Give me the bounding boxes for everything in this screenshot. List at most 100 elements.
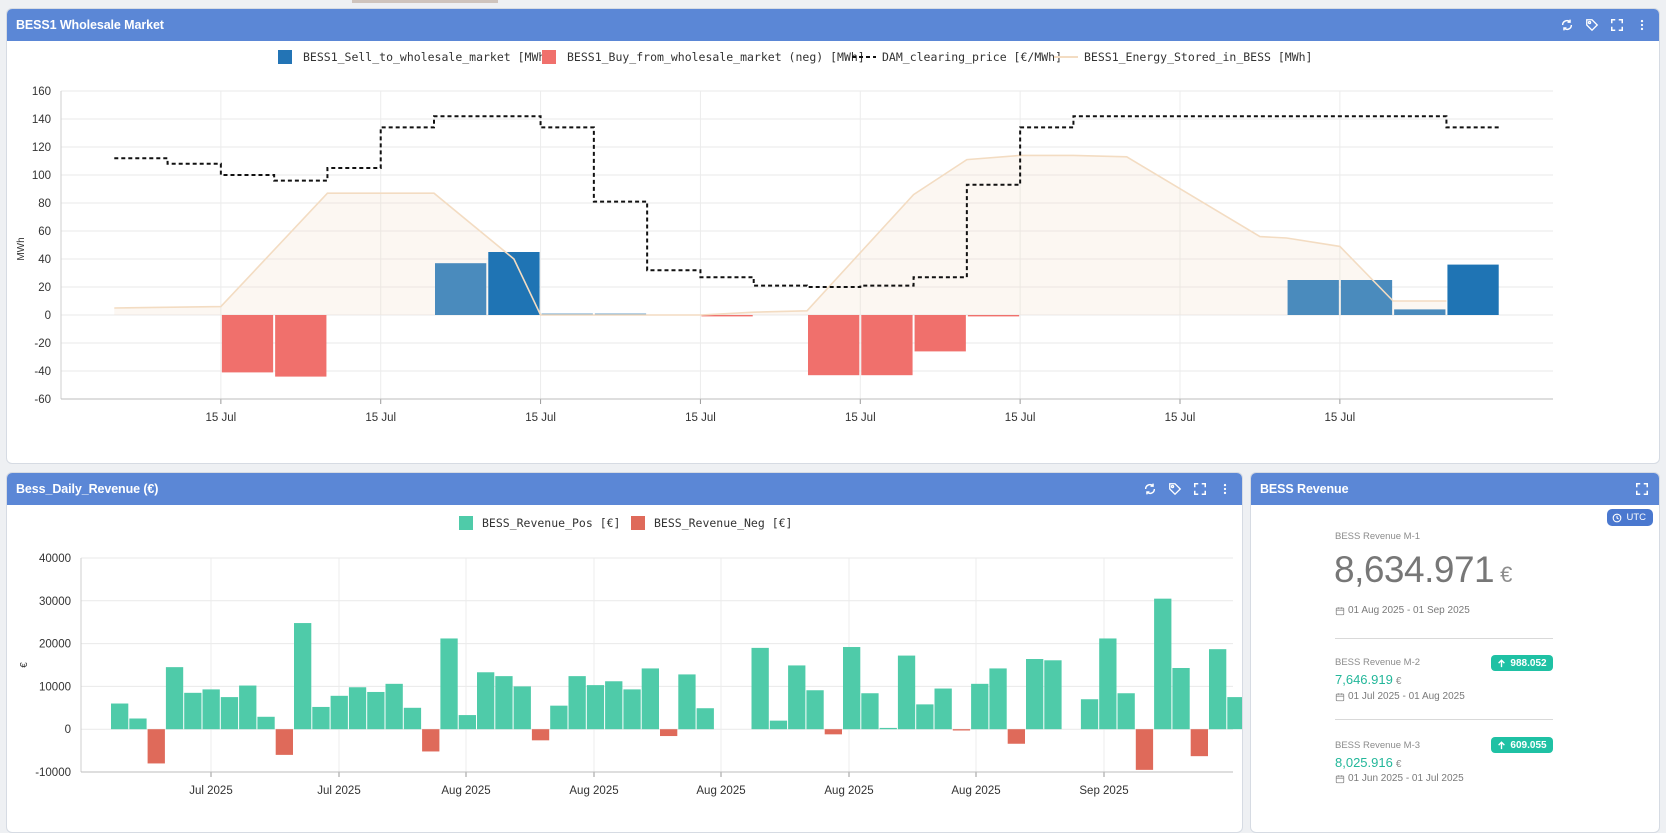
revenue-pos-bar	[220, 697, 239, 730]
clock-icon	[1613, 513, 1622, 522]
x-tick-label: Aug 2025	[696, 785, 745, 797]
calendar-icon	[1335, 606, 1345, 615]
tag-icon[interactable]	[1583, 16, 1601, 34]
revenue-pos-bar	[769, 720, 788, 730]
legend-label-stored: BESS1_Energy_Stored_in_BESS [MWh]	[1084, 50, 1312, 64]
calendar-icon	[1335, 692, 1345, 701]
sell-bar	[1394, 309, 1446, 315]
utc-badge[interactable]: UTC	[1607, 509, 1653, 526]
revenue-pos-bar	[129, 718, 147, 730]
refresh-icon[interactable]	[1558, 16, 1576, 34]
sell-bar	[1447, 264, 1499, 315]
revenue-neg-bar	[147, 729, 165, 764]
revenue-pos-bar	[458, 715, 476, 730]
revenue-pos-bar	[934, 688, 952, 730]
legend-items: BESS1_Sell_to_wholesale_market [MWh] BESS…	[278, 50, 1312, 64]
bars	[111, 598, 1242, 770]
utc-label: UTC	[1626, 512, 1646, 523]
fullscreen-icon[interactable]	[1633, 480, 1651, 498]
fullscreen-icon[interactable]	[1191, 480, 1209, 498]
calendar-icon	[1335, 774, 1345, 783]
y-tick-label: 0	[65, 724, 71, 736]
chart-legend: BESS_Revenue_Pos [€] BESS_Revenue_Neg [€]	[459, 516, 792, 530]
revenue-pos-bar	[897, 655, 916, 730]
daily-revenue-chart: BESS_Revenue_Pos [€] BESS_Revenue_Neg [€]…	[19, 516, 1242, 797]
revenue-pos-bar	[861, 693, 879, 730]
y-tick-label: 10000	[39, 681, 71, 693]
more-vertical-icon[interactable]	[1633, 16, 1651, 34]
kpi-m2-range: 01 Jul 2025 - 01 Aug 2025	[1335, 691, 1465, 702]
x-tick-label: 15 Jul	[525, 412, 556, 424]
panel-title: Bess_Daily_Revenue (€)	[16, 482, 159, 496]
kpi-m1-range-text: 01 Aug 2025 - 01 Sep 2025	[1348, 605, 1470, 616]
fullscreen-icon[interactable]	[1608, 16, 1626, 34]
revenue-pos-bar	[971, 683, 989, 730]
x-tick-label: Jul 2025	[189, 785, 232, 797]
revenue-pos-bar	[1227, 697, 1242, 730]
x-axis: 15 Jul 15 Jul 15 Jul 15 Jul 15 Jul 15 Jul 15 J…	[206, 91, 1356, 424]
separator	[1335, 719, 1553, 720]
y-tick-label: 20	[38, 282, 51, 294]
y-tick-label: 20000	[39, 639, 71, 651]
revenue-pos-bar	[385, 683, 403, 730]
more-vertical-icon[interactable]	[1216, 480, 1234, 498]
arrow-up-icon	[1498, 658, 1506, 667]
y-tick-label: -10000	[35, 767, 71, 779]
daily-revenue-panel: Bess_Daily_Revenue (€) BESS_Revenue_Pos …	[6, 472, 1243, 833]
revenue-pos-bar	[879, 727, 897, 730]
revenue-neg-bar	[275, 729, 293, 755]
kpi-m3-number: 8,025.916	[1335, 755, 1393, 770]
revenue-pos-bar	[916, 704, 934, 730]
kpi-m1-label: BESS Revenue M-1	[1335, 531, 1421, 542]
revenue-pos-bar	[1099, 638, 1117, 730]
y-tick-label: 60	[38, 226, 51, 238]
wholesale-market-panel: BESS1 Wholesale Market BESS1_Sell_to_who…	[6, 8, 1660, 464]
separator	[1335, 638, 1553, 639]
revenue-pos-bar	[312, 706, 330, 730]
y-tick-label: -20	[34, 338, 51, 350]
y-tick-label: 100	[32, 170, 51, 182]
bars	[221, 252, 1499, 377]
panel-title: BESS1 Wholesale Market	[16, 18, 164, 32]
buy-bar	[967, 315, 1020, 317]
revenue-pos-bar	[623, 689, 641, 730]
revenue-pos-bar	[1044, 660, 1062, 730]
revenue-pos-bar	[165, 667, 184, 730]
revenue-pos-bar	[678, 674, 696, 730]
x-tick-label: 15 Jul	[845, 412, 876, 424]
x-tick-label: 15 Jul	[685, 412, 716, 424]
panel-header: BESS Revenue	[1251, 473, 1659, 505]
revenue-pos-bar	[550, 705, 568, 730]
x-tick-label: Aug 2025	[441, 785, 490, 797]
revenue-pos-bar	[751, 647, 769, 730]
kpi-m2-unit: €	[1395, 676, 1402, 687]
kpi-m1-number: 8,634.971	[1334, 549, 1495, 590]
y-axis-label: €	[19, 662, 30, 668]
revenue-pos-bar	[586, 685, 605, 730]
tag-icon[interactable]	[1166, 480, 1184, 498]
x-tick-label: 15 Jul	[1325, 412, 1356, 424]
revenue-pos-bar	[641, 668, 659, 730]
kpi-body: UTC BESS Revenue M-1 8,634.971 € 01 Aug 2…	[1251, 505, 1659, 832]
kpi-m3-value: 8,025.916 €	[1335, 755, 1401, 770]
revenue-pos-bar	[1154, 598, 1172, 730]
revenue-pos-bar	[806, 690, 824, 730]
stored-area-fill	[114, 155, 1447, 315]
revenue-pos-bar	[1117, 693, 1135, 730]
revenue-pos-bar	[1080, 699, 1099, 730]
revenue-pos-bar	[495, 676, 513, 730]
x-tick-label: 15 Jul	[1165, 412, 1196, 424]
refresh-icon[interactable]	[1141, 480, 1159, 498]
bess-revenue-panel: BESS Revenue UTC BESS Revenue M-1 8,634.…	[1250, 472, 1660, 833]
revenue-pos-bar	[184, 692, 202, 730]
legend-label-price: DAM_clearing_price [€/MWh]	[882, 50, 1062, 64]
x-tick-label: Aug 2025	[951, 785, 1000, 797]
wholesale-chart: BESS1_Sell_to_wholesale_market [MWh] BESS…	[16, 50, 1553, 424]
sell-bar	[435, 263, 487, 315]
price-step-line	[114, 115, 1500, 288]
revenue-pos-bar	[239, 685, 257, 730]
revenue-pos-bar	[330, 695, 348, 730]
y-tick-label: 120	[32, 142, 51, 154]
kpi-m3-label: BESS Revenue M-3	[1335, 740, 1421, 751]
revenue-pos-bar	[1026, 659, 1044, 730]
